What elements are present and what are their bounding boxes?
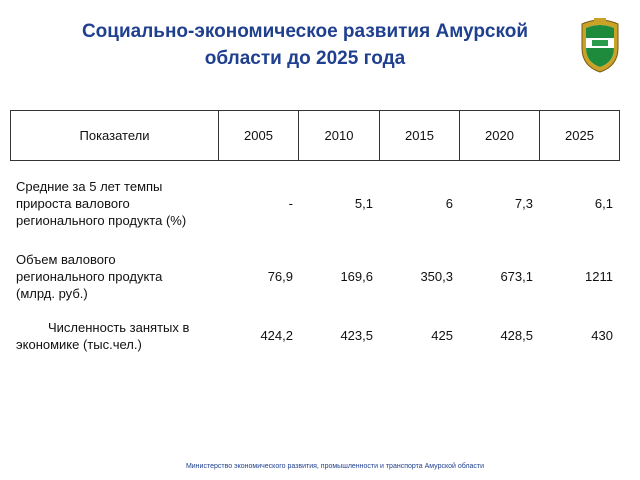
- cell-value: 673,1: [500, 268, 533, 284]
- column-header: 2005: [218, 111, 298, 160]
- title-line: Социально-экономическое развития Амурско…: [81, 21, 529, 42]
- emblem: [581, 18, 619, 73]
- row-label: регионального продукта (%): [16, 213, 187, 228]
- column-header: Показатели: [79, 128, 150, 143]
- table-header: Показатели 2005 2010 2015 2020 2025: [10, 110, 620, 161]
- cell-value: 1211: [585, 268, 613, 284]
- column-header: 2025: [539, 111, 619, 160]
- row-label: регионального продукта: [16, 269, 163, 284]
- cell-value: 350,3: [420, 268, 453, 284]
- row-label: Численность занятых в: [48, 320, 190, 335]
- row-label: Объем валового: [16, 252, 116, 267]
- title: Социально-экономическое развития Амурско…: [40, 18, 570, 72]
- cell-value: 424,2: [260, 328, 293, 343]
- column-header: 2020: [459, 111, 539, 160]
- column-header: 2010: [298, 111, 379, 160]
- cell-value: 428,5: [500, 328, 533, 343]
- cell-value: 6: [445, 195, 453, 211]
- cell-value: 5,1: [354, 195, 373, 211]
- footer: Министерство экономического развития, пр…: [185, 463, 485, 470]
- cell-value: 7,3: [514, 195, 533, 211]
- row-label: прироста валового: [16, 196, 130, 211]
- cell-value: 169,6: [340, 268, 373, 284]
- row-label: (млрд. руб.): [16, 286, 88, 301]
- title-line: области до 2025 года: [204, 48, 406, 69]
- cell-value: 76,9: [267, 268, 293, 284]
- cell-value: 430: [591, 328, 613, 343]
- cell-value: 425: [431, 328, 453, 343]
- row-label: Средние за 5 лет темпы: [16, 179, 163, 194]
- cell-value: 423,5: [340, 328, 373, 343]
- column-header: 2015: [379, 111, 459, 160]
- cell-value: 6,1: [594, 195, 613, 211]
- cell-value: -: [288, 195, 293, 211]
- row-label: экономике (тыс.чел.): [16, 337, 142, 352]
